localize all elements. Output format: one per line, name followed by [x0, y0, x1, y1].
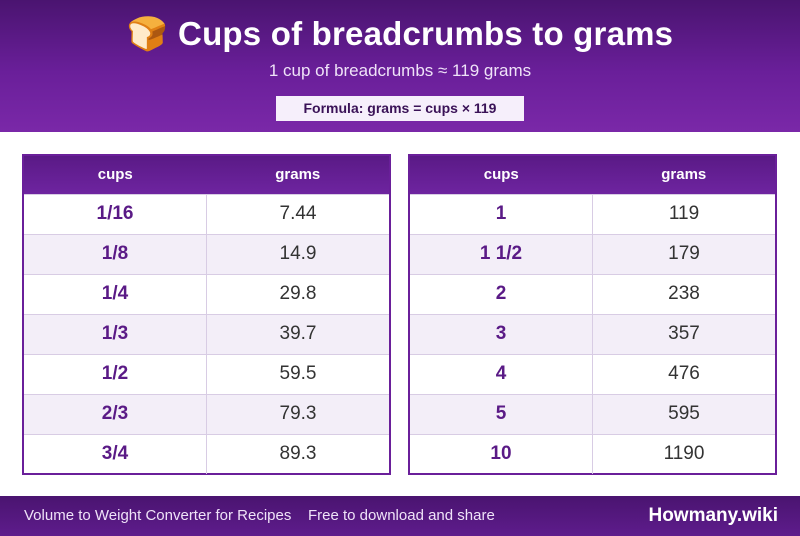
- table-row: 1/16 7.44: [24, 193, 389, 234]
- bread-icon: 🍞: [126, 14, 169, 53]
- grams-cell: 476: [592, 353, 775, 394]
- cups-cell: 1/2: [24, 353, 207, 394]
- footer-note: Free to download and share: [308, 507, 495, 524]
- column-header-grams: grams: [206, 156, 389, 194]
- grams-cell: 59.5: [206, 353, 389, 394]
- conversion-table-left: cups grams 1/16 7.44 1/8 14.9 1/4 29.8 1…: [22, 154, 391, 475]
- table-row: 5 595: [410, 393, 775, 434]
- column-header-cups: cups: [410, 156, 593, 194]
- table-row: 1/3 39.7: [24, 313, 389, 354]
- cups-cell: 4: [410, 353, 593, 394]
- cups-cell: 1/3: [24, 313, 207, 354]
- page-title: 🍞 Cups of breadcrumbs to grams: [0, 14, 800, 54]
- grams-cell: 595: [592, 393, 775, 434]
- brand-logo[interactable]: Howmany.wiki: [648, 505, 778, 526]
- grams-cell: 14.9: [206, 233, 389, 274]
- table-row: 1 1/2 179: [410, 233, 775, 274]
- cups-cell: 2: [410, 273, 593, 314]
- cups-cell: 3/4: [24, 433, 207, 474]
- table-row: 1/8 14.9: [24, 233, 389, 274]
- column-header-cups: cups: [24, 156, 207, 194]
- cups-cell: 1/4: [24, 273, 207, 314]
- cups-cell: 5: [410, 393, 593, 434]
- grams-cell: 238: [592, 273, 775, 314]
- footer-bar: Volume to Weight Converter for Recipes F…: [0, 496, 800, 536]
- table-row: 3/4 89.3: [24, 433, 389, 474]
- formula-box: Formula: grams = cups × 119: [276, 96, 524, 121]
- table-header-row: cups grams: [24, 156, 389, 194]
- grams-cell: 7.44: [206, 193, 389, 234]
- table-row: 3 357: [410, 313, 775, 354]
- page-subtitle: 1 cup of breadcrumbs ≈ 119 grams: [268, 61, 532, 80]
- table-row: 1/4 29.8: [24, 273, 389, 314]
- table-header-row: cups grams: [410, 156, 775, 194]
- cups-cell: 10: [410, 433, 593, 474]
- conversion-table-right: cups grams 1 119 1 1/2 179 2 238 3 357 4: [408, 154, 777, 475]
- table-row: 1 119: [410, 193, 775, 234]
- grams-cell: 39.7: [206, 313, 389, 354]
- page-title-text: Cups of breadcrumbs to grams: [178, 15, 674, 52]
- grams-cell: 29.8: [206, 273, 389, 314]
- table-row: 10 1190: [410, 433, 775, 474]
- table-row: 2 238: [410, 273, 775, 314]
- cups-cell: 3: [410, 313, 593, 354]
- cups-cell: 1 1/2: [410, 233, 593, 274]
- header-banner: 🍞 Cups of breadcrumbs to grams 1 cup of b…: [0, 0, 800, 132]
- column-header-grams: grams: [592, 156, 775, 194]
- grams-cell: 357: [592, 313, 775, 354]
- table-row: 4 476: [410, 353, 775, 394]
- table-row: 2/3 79.3: [24, 393, 389, 434]
- grams-cell: 79.3: [206, 393, 389, 434]
- grams-cell: 119: [592, 193, 775, 234]
- table-row: 1/2 59.5: [24, 353, 389, 394]
- cups-cell: 1/8: [24, 233, 207, 274]
- cups-cell: 1: [410, 193, 593, 234]
- cups-cell: 1/16: [24, 193, 207, 234]
- grams-cell: 89.3: [206, 433, 389, 474]
- grams-cell: 179: [592, 233, 775, 274]
- cups-cell: 2/3: [24, 393, 207, 434]
- footer-tagline: Volume to Weight Converter for Recipes: [24, 507, 292, 524]
- grams-cell: 1190: [592, 433, 775, 474]
